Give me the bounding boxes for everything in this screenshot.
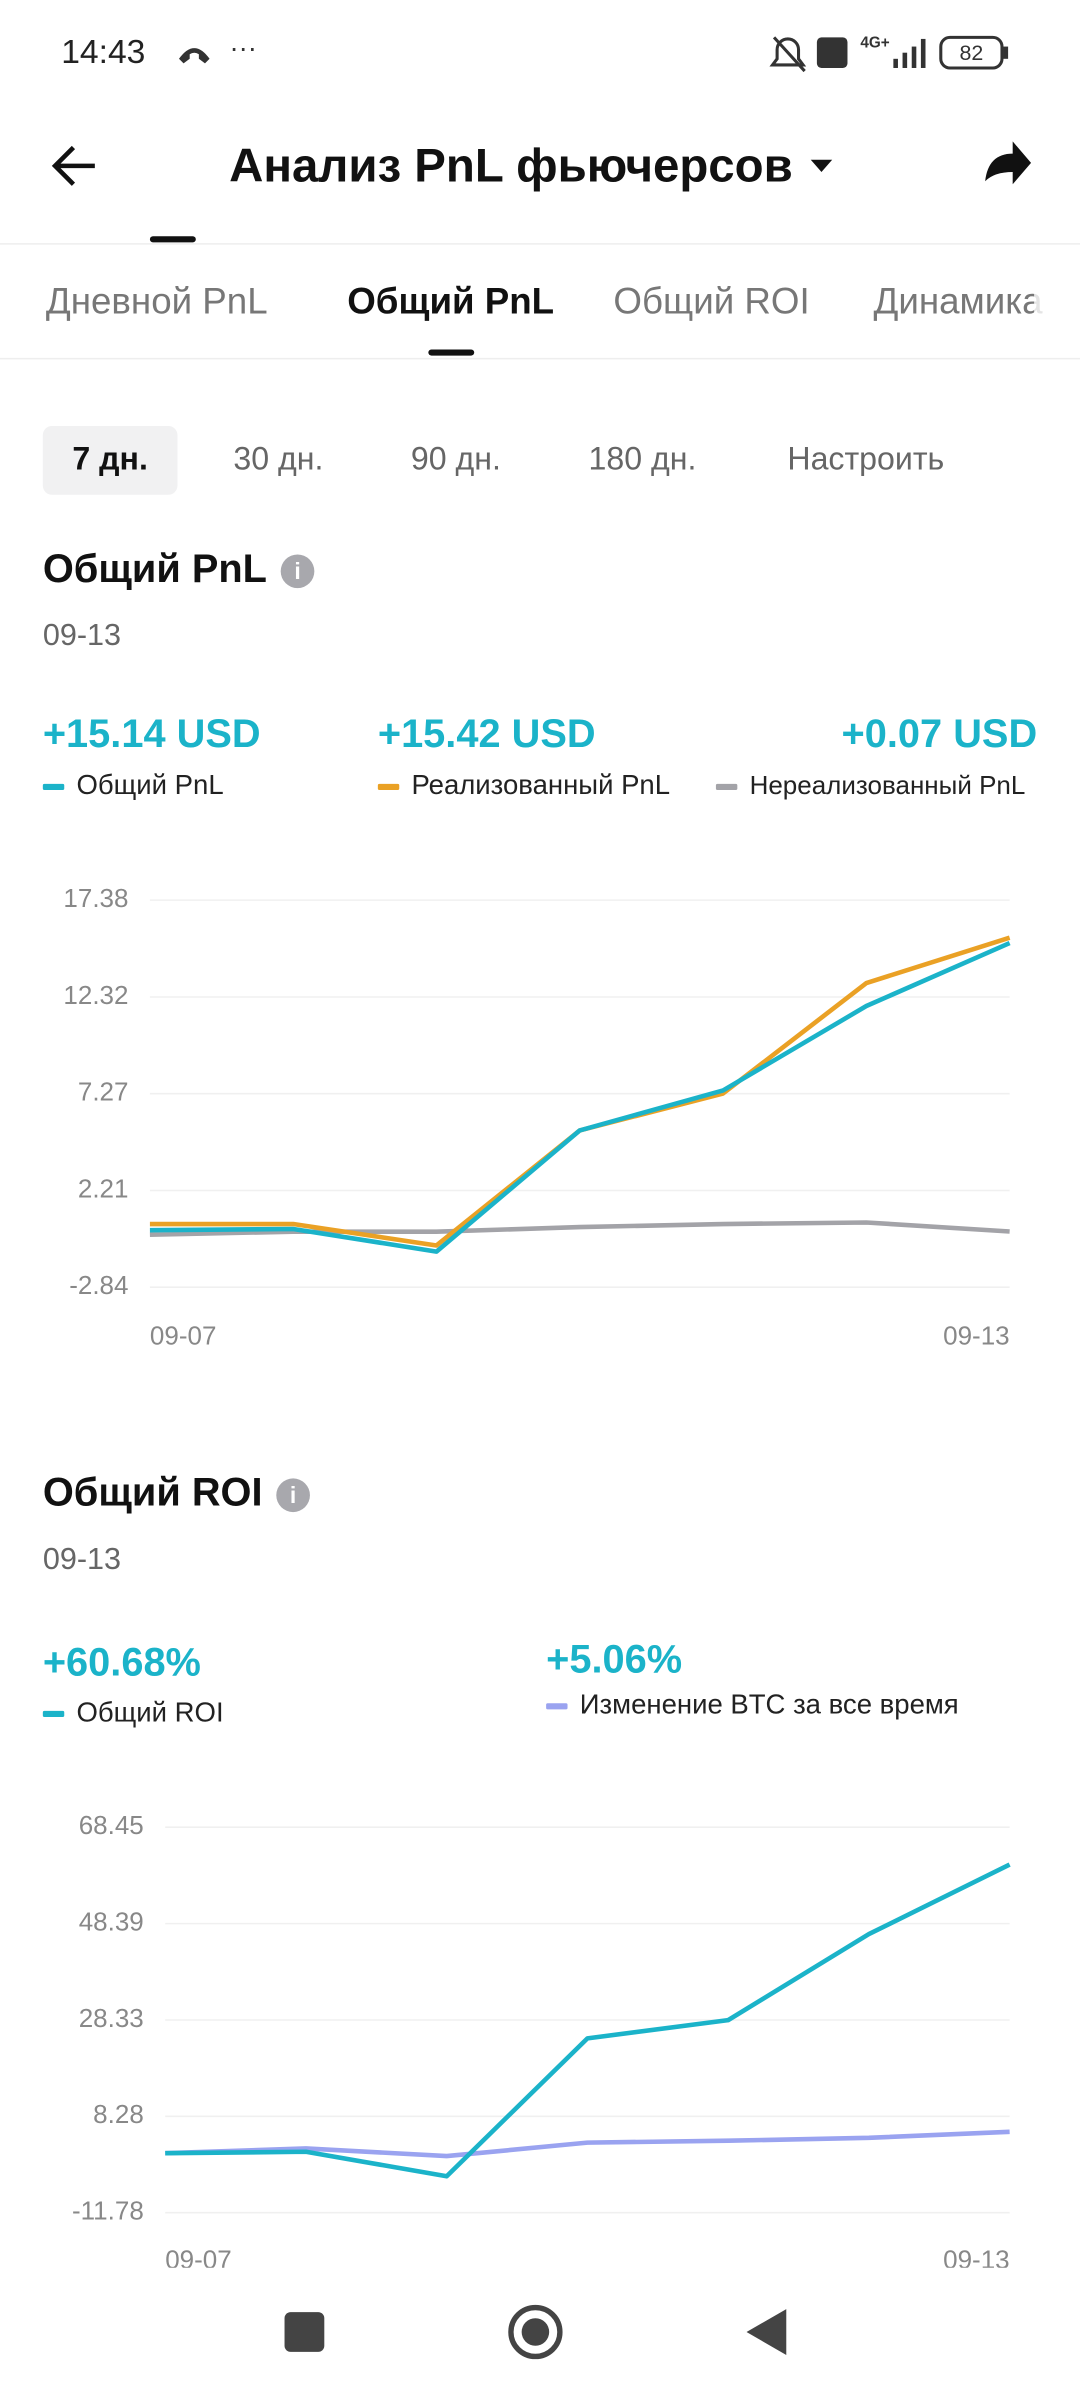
summary-value: +15.42 USD	[378, 712, 596, 756]
tab[interactable]: Общий ROI	[613, 280, 809, 321]
legend-label: Нереализованный PnL	[750, 770, 1026, 800]
info-icon[interactable]	[280, 554, 315, 589]
legend-swatch	[42, 1710, 65, 1718]
period-option[interactable]: 30 дн.	[233, 441, 323, 477]
y-tick-label: 8.28	[93, 2099, 144, 2129]
legend-swatch	[42, 783, 65, 791]
y-tick-label: 2.21	[78, 1173, 129, 1203]
summary-value: +0.07 USD	[842, 712, 1038, 756]
info-i: i	[290, 1482, 296, 1508]
period-option[interactable]: 180 дн.	[589, 441, 697, 477]
summary-value: +60.68%	[43, 1641, 201, 1685]
nav-recents[interactable]	[284, 2312, 325, 2352]
nav-back[interactable]	[746, 2309, 787, 2355]
series-line	[149, 935, 1011, 1248]
y-tick-label: 12.32	[63, 980, 128, 1010]
tab[interactable]: Динамика	[873, 280, 1043, 321]
volte-icon	[816, 37, 848, 68]
status-time: 14:43	[61, 34, 145, 71]
legend-swatch	[377, 783, 400, 791]
nav-home-dot	[521, 2318, 550, 2346]
y-tick-label: 17.38	[63, 883, 128, 913]
x-tick-label: 09-13	[943, 1321, 1010, 1351]
battery-level: 82	[959, 41, 983, 65]
section-date: 09-13	[43, 618, 121, 652]
network-label: 4G+	[860, 35, 889, 52]
battery-tip	[1003, 46, 1009, 59]
nav-home[interactable]	[508, 2304, 563, 2360]
y-tick-label: 48.39	[79, 1906, 144, 1936]
title-dropdown[interactable]	[810, 159, 833, 173]
tab-fade	[1034, 268, 1080, 338]
info-icon[interactable]	[276, 1478, 310, 1513]
share-button[interactable]	[985, 141, 1032, 185]
section-title: Общий ROI	[43, 1471, 263, 1515]
tab[interactable]: Общий PnL	[347, 280, 554, 321]
signal-icon	[893, 38, 926, 68]
y-tick-label: 7.27	[78, 1077, 129, 1107]
page-title[interactable]: Анализ PnL фьючерсов	[229, 139, 793, 192]
x-tick-label: 09-07	[150, 1321, 217, 1351]
legend-swatch	[715, 783, 738, 791]
series-line	[165, 2129, 1010, 2159]
period-selected-bg	[42, 425, 178, 495]
mute-icon	[769, 36, 807, 73]
section-title: Общий PnL	[43, 547, 267, 591]
legend-label: Изменение BTC за все время	[580, 1689, 959, 1720]
tab-indicator	[428, 349, 475, 356]
info-i: i	[294, 558, 300, 584]
series-line	[149, 1220, 1010, 1238]
summary-value: +5.06%	[546, 1637, 682, 1681]
period-option[interactable]: 90 дн.	[411, 441, 501, 477]
y-tick-label: 68.45	[79, 1810, 144, 1840]
section-date: 09-13	[43, 1542, 121, 1576]
call-icon	[178, 48, 210, 64]
period-option[interactable]: 7 дн.	[72, 441, 147, 477]
tab[interactable]: Дневной PnL	[46, 280, 268, 321]
series-line	[149, 940, 1011, 1254]
y-tick-label: -2.84	[69, 1270, 128, 1300]
header-indicator	[149, 236, 196, 243]
legend-label: Общий PnL	[76, 769, 223, 800]
battery-icon	[939, 35, 1004, 70]
status-dots: ···	[229, 32, 257, 63]
series-line	[165, 1862, 1011, 2179]
back-button[interactable]	[51, 145, 95, 186]
legend-label: Общий ROI	[76, 1696, 223, 1727]
y-tick-label: 28.33	[79, 2003, 144, 2033]
y-tick-label: -11.78	[72, 2196, 144, 2226]
legend-swatch	[546, 1703, 568, 1710]
summary-value: +15.14 USD	[43, 712, 261, 756]
legend-label: Реализованный PnL	[412, 769, 671, 800]
period-option[interactable]: Настроить	[787, 441, 944, 477]
